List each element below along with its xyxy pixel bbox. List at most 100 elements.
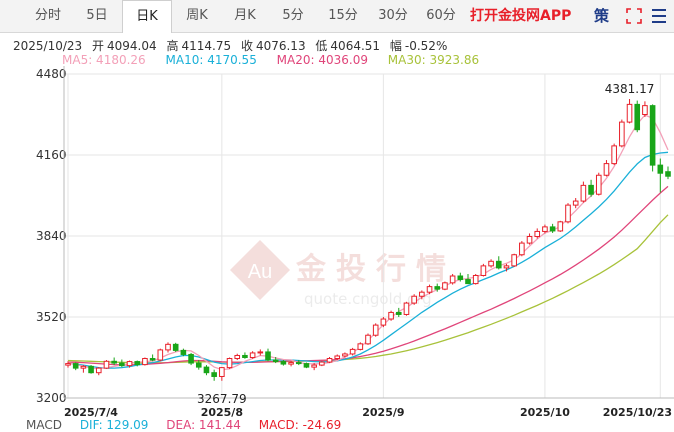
candle-body (103, 360, 110, 369)
tab-60-min[interactable]: 60分 (426, 8, 456, 23)
dif-value: DIF: 129.09 (79, 418, 149, 432)
ma5-legend: MA5: 4180.26 (62, 53, 146, 67)
candle-body (611, 145, 617, 165)
candle-body (65, 363, 71, 366)
candle-body (495, 260, 502, 269)
candle-body (665, 171, 671, 177)
candle-body (295, 362, 302, 365)
candle-body (134, 361, 141, 366)
candle-body (619, 121, 625, 147)
candle-body (265, 351, 271, 361)
open-value: 4094.04 (107, 39, 157, 53)
candle-body (565, 204, 571, 223)
tab-weekly-k[interactable]: 周K (186, 8, 208, 23)
price-annotation: 4381.17 (605, 82, 655, 96)
candle-body (303, 363, 310, 368)
tab-monthly-k[interactable]: 月K (234, 8, 256, 23)
candle-body (357, 343, 364, 350)
menu-icon[interactable] (652, 9, 666, 23)
candle-body (480, 265, 487, 276)
candle-body (326, 358, 333, 363)
candle-body (111, 360, 117, 364)
y-tick-label: 4160 (36, 148, 67, 162)
y-tick-label: 4480 (36, 67, 67, 81)
candle-body (472, 274, 479, 285)
candle-body (503, 265, 510, 269)
x-tick-label: 2025/8 (201, 406, 243, 418)
candle-body (280, 361, 287, 365)
tab-5-min[interactable]: 5分 (282, 8, 304, 23)
candle-body (80, 365, 87, 369)
low-value: 4064.51 (330, 39, 381, 53)
candle-body (388, 311, 394, 320)
candle-body (272, 359, 279, 363)
candle-body (334, 355, 341, 360)
ma20-line (67, 185, 669, 366)
candle-body (242, 354, 248, 359)
candle-body (434, 286, 441, 290)
candle-body (172, 343, 179, 351)
close-value: 4076.13 (255, 39, 306, 53)
open-label: 开 (92, 39, 105, 53)
candle-body (380, 318, 387, 326)
candle-body (188, 353, 194, 364)
ma5-line (67, 114, 669, 371)
candle-body (403, 302, 410, 315)
candle-body (572, 200, 579, 206)
candlestick-chart: 3200 3520 3840 4160 4480 2025/7/4 2025/8 2025/9… (36, 66, 674, 418)
high-label: 高 (166, 39, 179, 53)
candle-body (211, 372, 217, 377)
candle-body (534, 230, 541, 238)
candle-body (580, 184, 587, 202)
tab-30-min[interactable]: 30分 (378, 8, 408, 23)
candle-body (149, 358, 156, 361)
candle-body (411, 295, 417, 304)
tab-15-min[interactable]: 15分 (328, 8, 358, 23)
x-tick-label: 2025/9 (362, 406, 404, 418)
low-label: 低 (315, 39, 328, 53)
quote-date: 2025/10/23 (13, 39, 83, 53)
macd-value: MACD: -24.69 (258, 418, 342, 432)
candle-body (442, 282, 448, 290)
ma20-legend: MA20: 4036.09 (276, 53, 368, 67)
candle-body (226, 358, 233, 369)
candle-body (419, 291, 425, 297)
change-label: 幅 (389, 39, 402, 53)
x-tick-label: 2025/10/23 (603, 406, 672, 418)
candle-body (642, 105, 648, 115)
candle-body (457, 275, 464, 281)
tab-5-day[interactable]: 5日 (86, 8, 108, 23)
ma10-legend: MA10: 4170.55 (165, 53, 257, 67)
tab-intraday[interactable]: 分时 (34, 8, 61, 23)
tab-daily-k[interactable]: 日K (122, 0, 172, 33)
expand-icon[interactable] (626, 8, 642, 24)
candle-body (395, 311, 402, 315)
candle-body (542, 226, 548, 232)
candle-body (634, 103, 641, 131)
candle-body (519, 242, 525, 256)
candle-body (119, 362, 125, 367)
y-tick-label: 3840 (36, 229, 67, 243)
candle-body (488, 260, 494, 267)
dea-value: DEA: 141.44 (166, 418, 241, 432)
candle-body (365, 334, 371, 345)
candle-body (126, 361, 133, 367)
x-tick-label: 2025/10 (520, 406, 570, 418)
candle-body (426, 286, 433, 293)
candle-body (603, 163, 610, 176)
candle-body (588, 184, 594, 195)
policy-tab[interactable]: 策 (594, 7, 610, 25)
candle-body (88, 365, 94, 374)
candle-body (142, 358, 148, 366)
candle-body (319, 361, 325, 366)
candle-body (195, 362, 202, 368)
candle-body (465, 279, 471, 285)
candle-body (203, 366, 210, 374)
macd-title: MACD (26, 418, 62, 432)
open-app-link[interactable]: 打开金投网APP (470, 8, 572, 24)
price-annotation: 3267.79 (197, 392, 247, 406)
candle-body (342, 353, 348, 357)
candle-body (180, 349, 187, 355)
candle-body (72, 363, 79, 369)
